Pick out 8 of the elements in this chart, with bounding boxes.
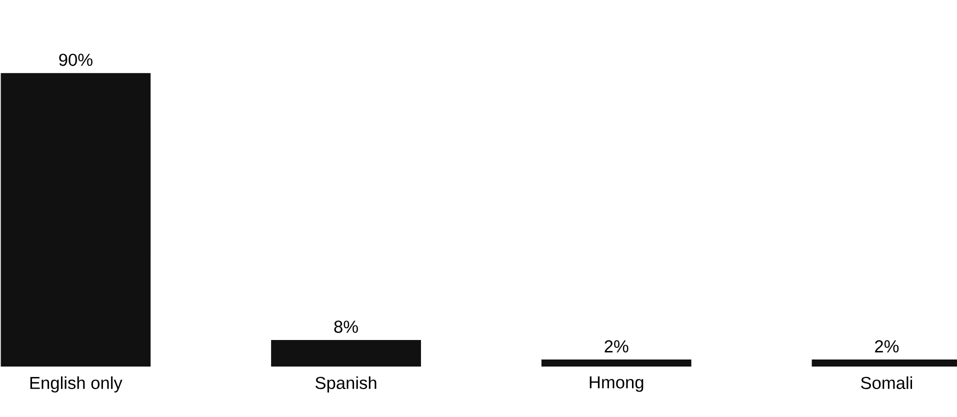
x-tick-label: Somali [861, 376, 912, 390]
data-label: 2% [875, 340, 899, 352]
x-tick-label: Spanish [316, 376, 376, 393]
data-label: 8% [334, 320, 358, 333]
x-tick-label: Hmong [590, 376, 644, 392]
x-tick-label: English only [30, 376, 122, 393]
data-label: 2% [604, 340, 628, 352]
data-label: 90% [59, 54, 92, 66]
